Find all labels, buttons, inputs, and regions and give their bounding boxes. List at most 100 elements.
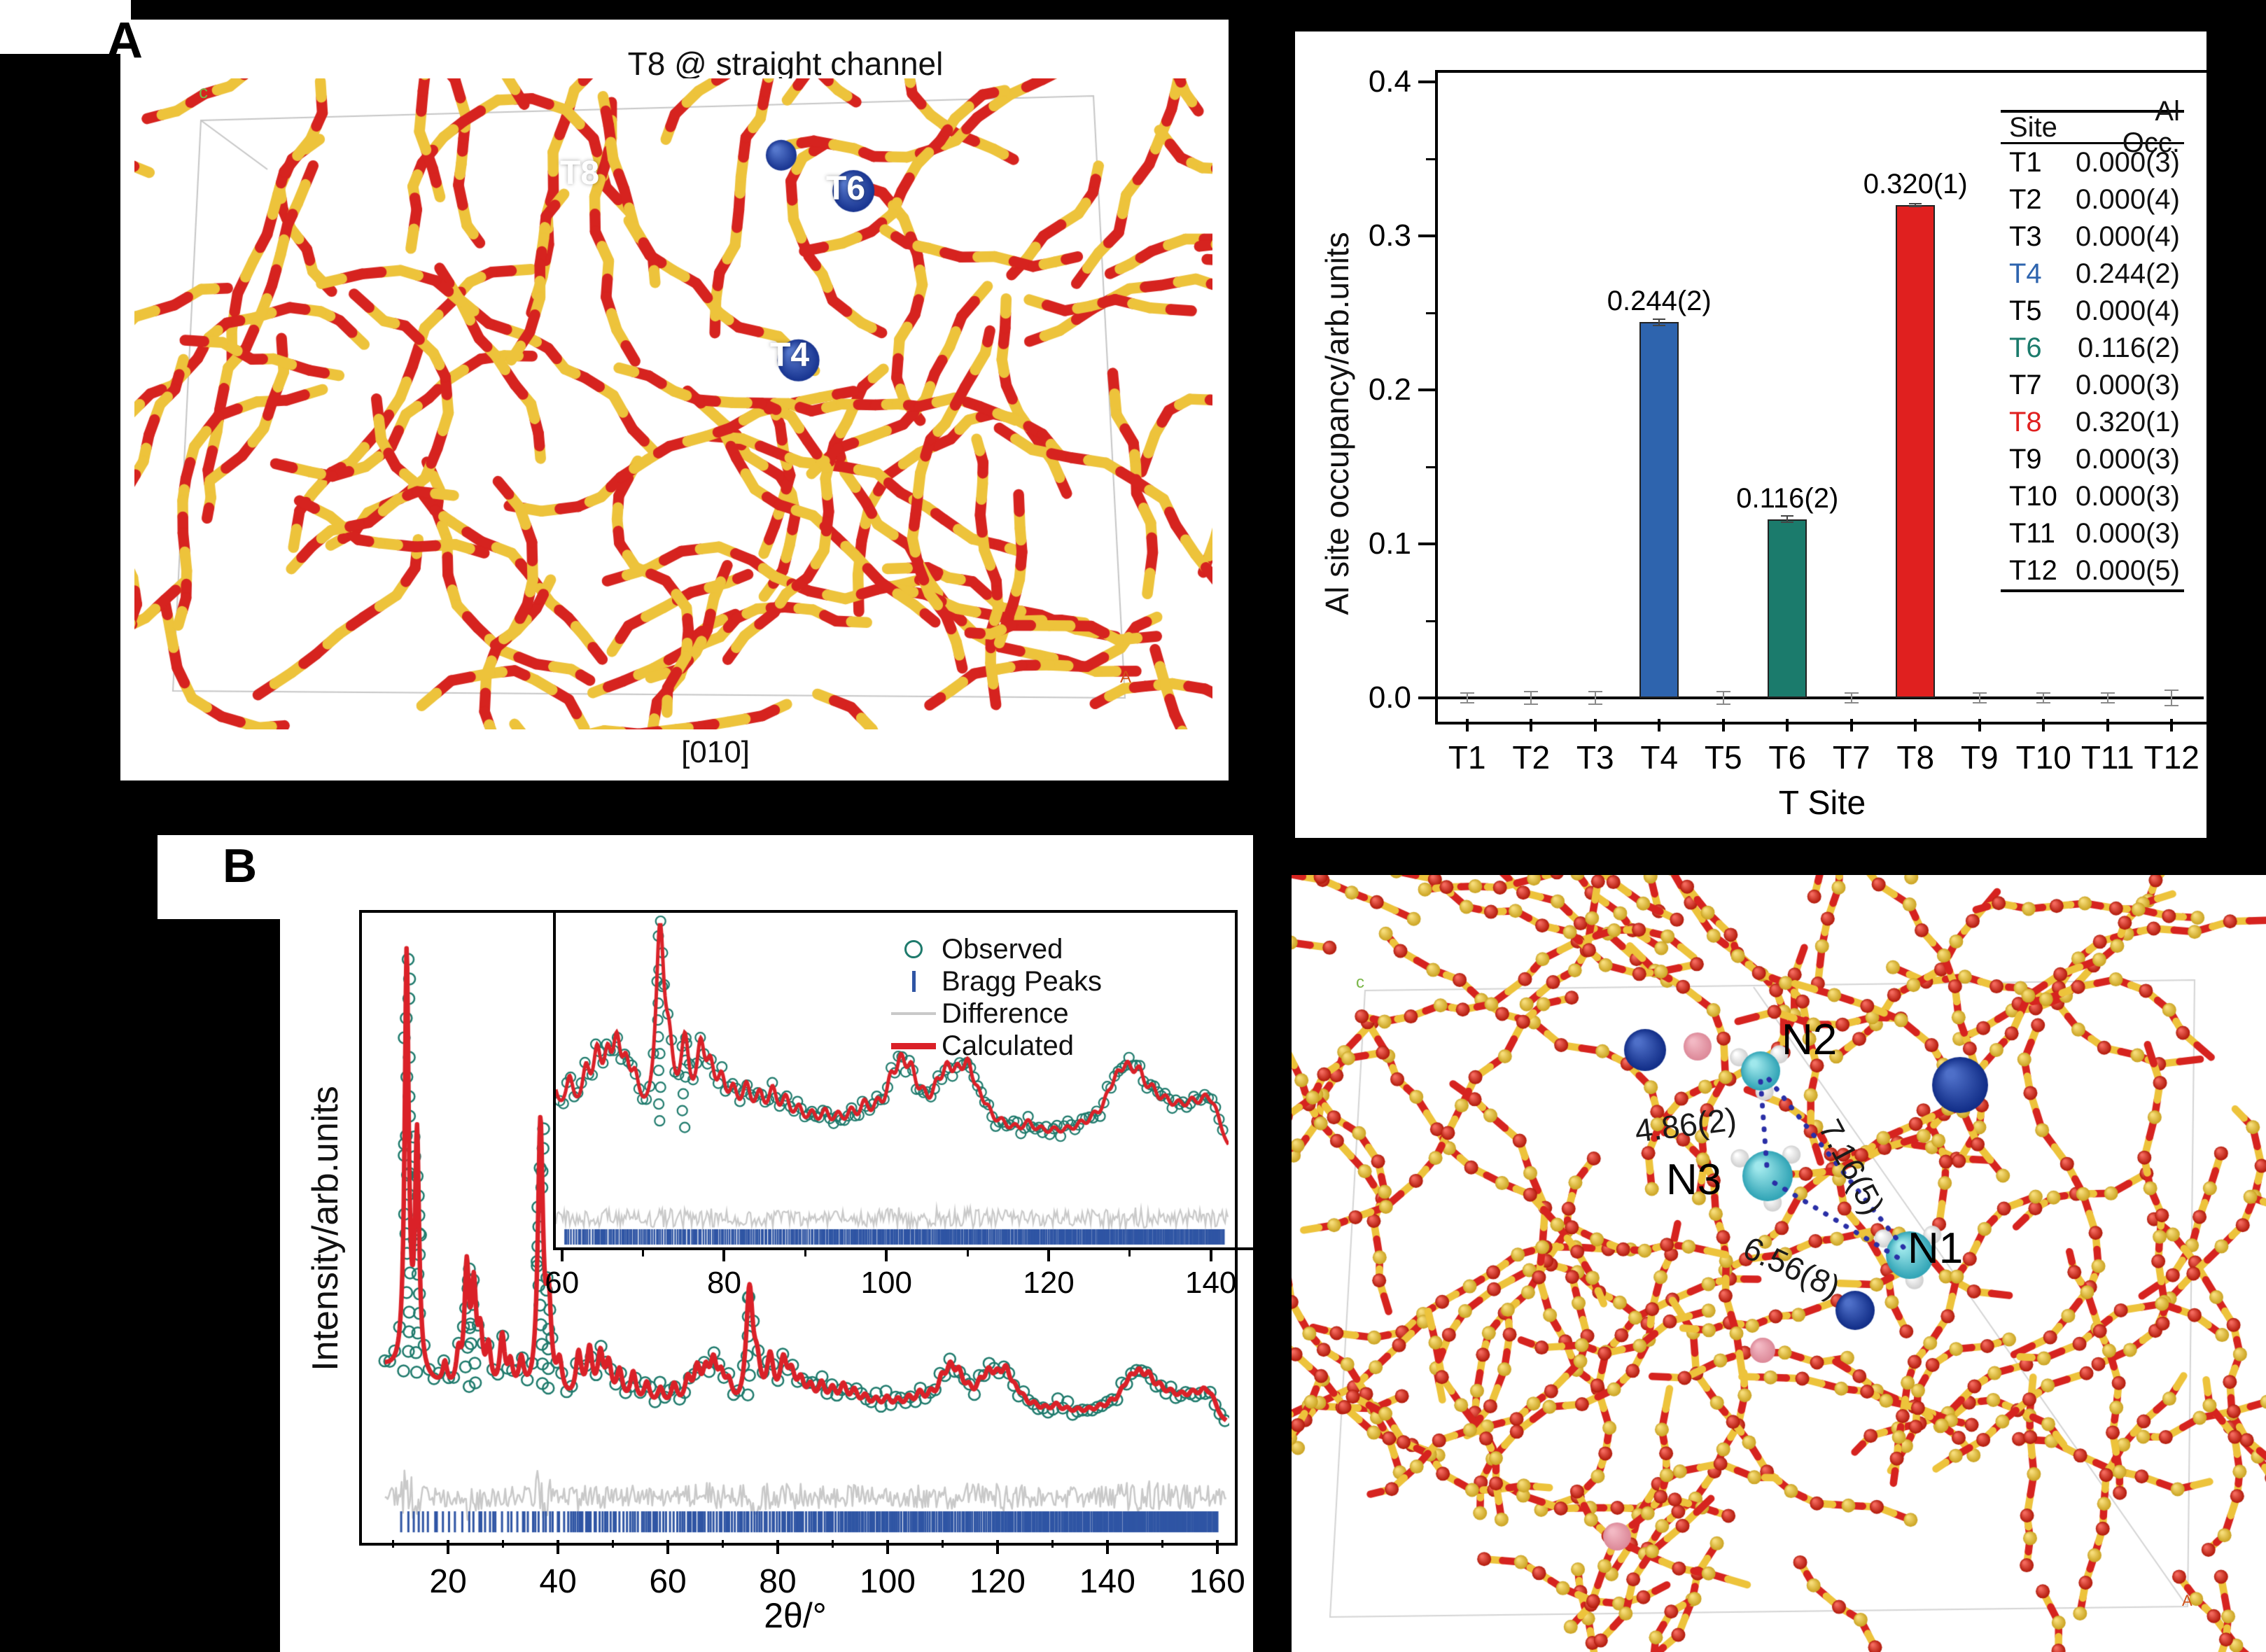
zero-error-cap-bottom [2164, 705, 2179, 706]
panel-b-label: B [223, 839, 258, 892]
inset-minor-tick [804, 1250, 806, 1256]
table-cell-site: T3 [2009, 221, 2042, 252]
inset-tick-label-120: 120 [1023, 1266, 1075, 1300]
cell-axis-a-a: A [1120, 668, 1132, 687]
zero-error-cap-bottom [1972, 701, 1987, 704]
table-cell-site: T4 [2009, 258, 2042, 289]
xrd-major-tick [1215, 1540, 1219, 1554]
bar-t6 [1768, 519, 1807, 698]
zero-error-bar [1978, 693, 1980, 703]
xrd-tick-label-120: 120 [969, 1563, 1026, 1600]
xrd-tick-label-20: 20 [429, 1563, 467, 1600]
inset-minor-tick [1128, 1250, 1131, 1256]
error-cap-top [1781, 515, 1794, 517]
structure-a-title: T8 @ straight channel [627, 46, 944, 82]
table-row: T6 0.116(2) [2001, 330, 2184, 367]
zero-error-cap-top [1460, 692, 1474, 694]
bar-t8 [1896, 205, 1936, 698]
table-cell-site: T7 [2009, 370, 2042, 400]
x-tick-label-t5: T5 [1704, 739, 1742, 776]
error-cap-top [1909, 202, 1922, 204]
inset-tick-label-100: 100 [860, 1266, 912, 1300]
panel-a-structure: A T8 @ straight channel c A T8 T6 T4 [01… [106, 15, 1229, 780]
x-tick-label-t8: T8 [1896, 739, 1935, 776]
table-cell-value: 0.244(2) [2076, 258, 2180, 289]
al-occupancy-table: Site Al Occ. T1 0.000(3) T2 0.000(4) T3 0.000… [2001, 96, 2184, 592]
xrd-tick-label-160: 160 [1189, 1563, 1245, 1600]
inset-major-tick [560, 1250, 564, 1261]
legend-label-difference: Difference [942, 997, 1069, 1029]
error-cap-bottom [1781, 522, 1794, 524]
x-tick-label-t10: T10 [2015, 739, 2071, 776]
xrd-tick-label-100: 100 [859, 1563, 916, 1600]
table-row: T4 0.244(2) [2001, 255, 2184, 293]
structure-a-caption: [010] [681, 735, 750, 769]
zero-error-bar [1466, 693, 1468, 703]
legend-row-bragg: Bragg Peaks [886, 965, 1102, 997]
x-tick-label-t2: T2 [1512, 739, 1551, 776]
bar-value-label: 0.116(2) [1736, 482, 1839, 514]
zero-error-cap-top [2164, 690, 2179, 691]
x-tick-label-t12: T12 [2143, 739, 2199, 776]
zero-error-cap-bottom [1524, 703, 1539, 705]
zeolite-structure-a-canvas [134, 78, 1212, 729]
bar-chart-frame [1435, 70, 2209, 724]
table-header-site: Site [2009, 111, 2057, 143]
zero-error-bar [2043, 693, 2045, 703]
xrd-minor-tick [392, 1540, 395, 1548]
x-tick-label-t1: T1 [1448, 739, 1486, 776]
calculated-line-icon [886, 1042, 942, 1049]
cell-axis-a-b: A [2182, 1592, 2192, 1609]
y-tick-label: 0.1 [1368, 526, 1411, 561]
table-row: T5 0.000(4) [2001, 293, 2184, 330]
table-cell-value: 0.000(4) [2076, 295, 2180, 326]
xrd-minor-tick [1161, 1540, 1163, 1548]
corner-box [0, 0, 131, 54]
xrd-major-tick [1105, 1540, 1109, 1554]
xrd-minor-tick [502, 1540, 505, 1548]
inset-tick-label-80: 80 [707, 1266, 741, 1300]
zero-error-bar [2171, 690, 2173, 706]
zero-error-cap-bottom [1460, 701, 1474, 704]
table-row: T2 0.000(4) [2001, 181, 2184, 218]
zero-error-cap-bottom [2100, 701, 2115, 704]
table-row: T1 0.000(3) [2001, 144, 2184, 181]
x-tick [1465, 719, 1469, 732]
xrd-legend: Observed Bragg Peaks Difference Calculat… [886, 933, 1102, 1062]
x-tick-label-t4: T4 [1640, 739, 1679, 776]
xrd-minor-tick [831, 1540, 834, 1548]
table-cell-value: 0.320(1) [2076, 407, 2180, 438]
xrd-frame [359, 910, 1238, 1546]
error-cap-bottom [1653, 324, 1666, 326]
table-row: T8 0.320(1) [2001, 404, 2184, 441]
panel-b-black-notch [158, 919, 280, 1652]
panel-a-chart: Al site occupancy/arb.units T Site Site … [1292, 28, 2210, 841]
table-row: T12 0.000(5) [2001, 552, 2184, 589]
y-minor-tick [1426, 465, 1435, 468]
xrd-major-tick [666, 1540, 670, 1554]
xrd-major-tick [447, 1540, 450, 1554]
zeolite-structure-b-canvas [1292, 875, 2266, 1652]
y-tick-label: 0.2 [1368, 372, 1411, 407]
zero-error-cap-top [1972, 692, 1987, 694]
x-tick [1914, 719, 1917, 732]
table-row: T7 0.000(3) [2001, 367, 2184, 404]
y-major-tick [1418, 80, 1435, 83]
xrd-xlabel: 2θ/° [764, 1596, 827, 1635]
table-row: T11 0.000(3) [2001, 515, 2184, 552]
table-header-alocc: Al Occ. [2122, 96, 2180, 158]
table-cell-site: T1 [2009, 147, 2042, 178]
zero-error-cap-top [2100, 692, 2115, 694]
legend-row-difference: Difference [886, 997, 1102, 1030]
x-tick [1721, 719, 1725, 732]
y-major-tick [1418, 542, 1435, 545]
zero-error-bar [1850, 693, 1852, 703]
table-cell-site: T12 [2009, 555, 2057, 586]
inset-major-tick [1047, 1250, 1050, 1261]
table-cell-value: 0.116(2) [2077, 332, 2180, 363]
table-cell-value: 0.000(4) [2076, 184, 2180, 215]
zero-error-bar [2106, 693, 2108, 703]
xrd-major-tick [557, 1540, 560, 1554]
xrd-major-tick [886, 1540, 889, 1554]
zero-error-cap-bottom [1716, 703, 1730, 705]
